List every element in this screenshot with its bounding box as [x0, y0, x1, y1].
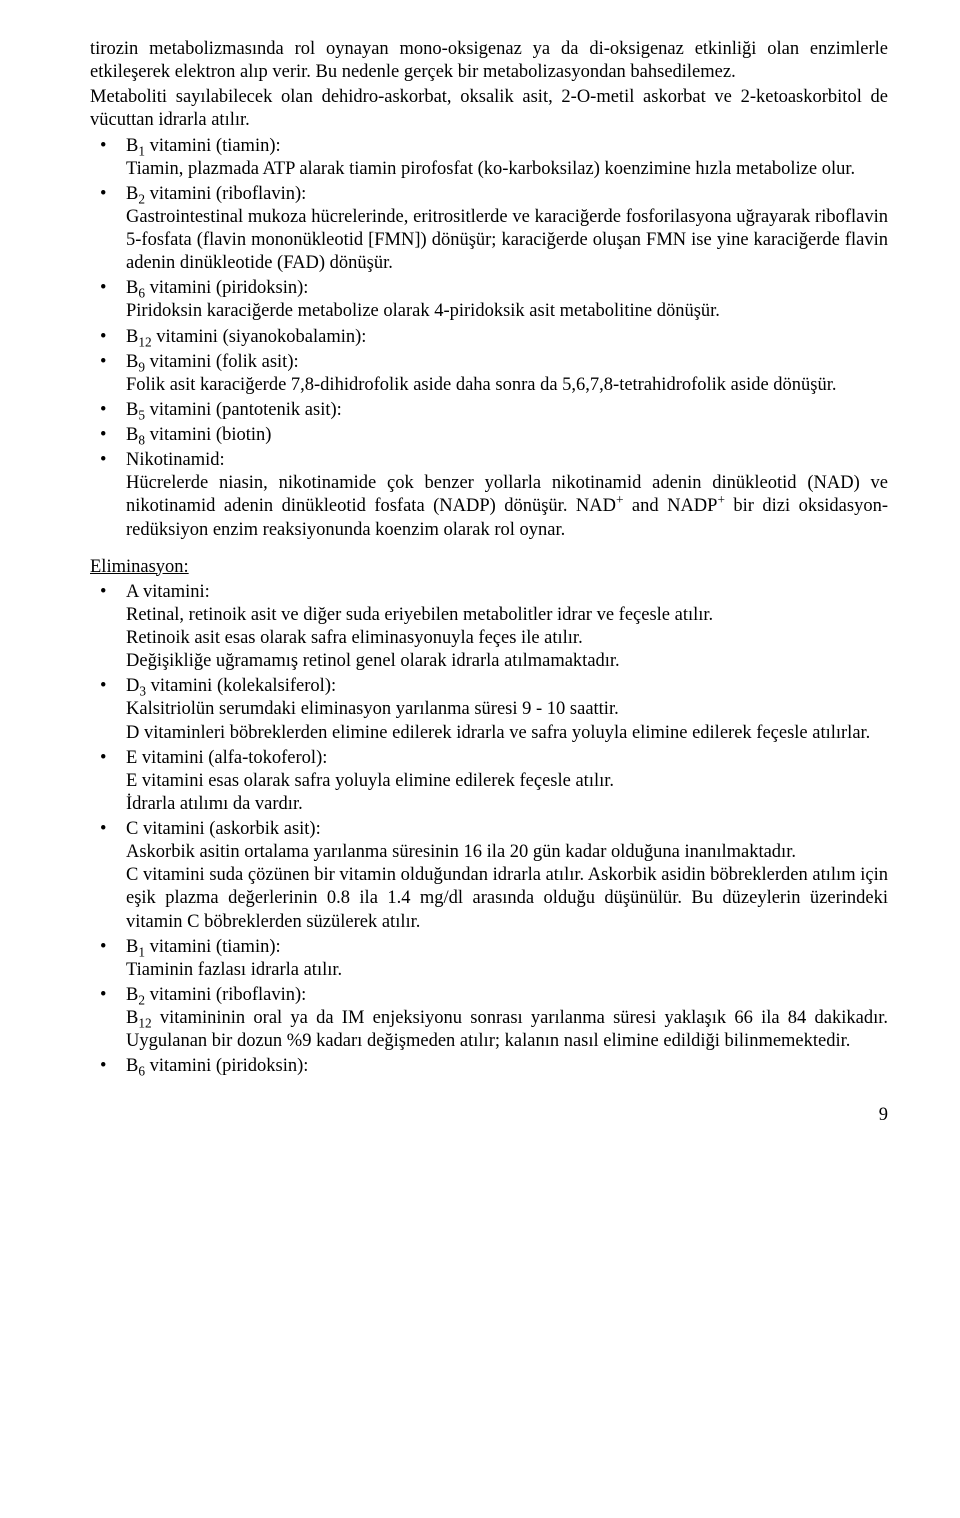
metabolism-item-body: Hücrelerde niasin, nikotinamide çok benz… — [126, 473, 888, 539]
elimination-item-body: Retinal, retinoik asit ve diğer suda eri… — [126, 605, 713, 671]
elimination-list: A vitamini: Retinal, retinoik asit ve diğ… — [90, 581, 888, 1079]
elimination-item-title: B2 vitamini (riboflavin): — [126, 985, 306, 1005]
metabolism-item: B9 vitamini (folik asit): Folik asit kara… — [90, 351, 888, 397]
metabolism-item-body: Gastrointestinal mukoza hücrelerinde, er… — [126, 207, 888, 273]
elimination-item-title: D3 vitamini (kolekalsiferol): — [126, 676, 336, 696]
metabolism-item: B5 vitamini (pantotenik asit): — [90, 399, 888, 422]
elimination-item-title: A vitamini: — [126, 582, 210, 602]
elimination-item-body: Kalsitriolün serumdaki eliminasyon yarıl… — [126, 699, 870, 742]
metabolism-item: B8 vitamini (biotin) — [90, 424, 888, 447]
page-number: 9 — [90, 1104, 888, 1127]
elimination-item: B6 vitamini (piridoksin): — [90, 1055, 888, 1078]
elimination-item-title: E vitamini (alfa-tokoferol): — [126, 748, 327, 768]
elimination-item: D3 vitamini (kolekalsiferol): Kalsitriolü… — [90, 675, 888, 744]
elimination-item-body: E vitamini esas olarak safra yoluyla eli… — [126, 771, 614, 814]
elimination-item: B2 vitamini (riboflavin): B12 vitamininin… — [90, 984, 888, 1053]
metabolism-item: B1 vitamini (tiamin): Tiamin, plazmada AT… — [90, 135, 888, 181]
metabolism-item-body: Tiamin, plazmada ATP alarak tiamin pirof… — [126, 159, 855, 179]
metabolism-item-title: B1 vitamini (tiamin): — [126, 136, 281, 156]
metabolism-item: B2 vitamini (riboflavin): Gastrointestina… — [90, 183, 888, 276]
elimination-item-title: B1 vitamini (tiamin): — [126, 937, 281, 957]
metabolism-item-title: B5 vitamini (pantotenik asit): — [126, 400, 342, 420]
metabolism-item-title: B8 vitamini (biotin) — [126, 425, 271, 445]
metabolism-item-body: Piridoksin karaciğerde metabolize olarak… — [126, 301, 720, 321]
metabolism-item-body: Folik asit karaciğerde 7,8-dihidrofolik … — [126, 375, 837, 395]
elimination-item-body: Tiaminin fazlası idrarla atılır. — [126, 960, 342, 980]
intro-paragraph-2: Metaboliti sayılabilecek olan dehidro-as… — [90, 86, 888, 132]
metabolism-item-title: Nikotinamid: — [126, 450, 225, 470]
metabolism-item-title: B9 vitamini (folik asit): — [126, 352, 299, 372]
elimination-heading: Eliminasyon: — [90, 556, 888, 579]
document-page: tirozin metabolizmasında rol oynayan mon… — [0, 0, 960, 1168]
elimination-item-title: C vitamini (askorbik asit): — [126, 819, 321, 839]
elimination-item: E vitamini (alfa-tokoferol): E vitamini e… — [90, 747, 888, 816]
metabolism-item: Nikotinamid: Hücrelerde niasin, nikotinam… — [90, 449, 888, 542]
metabolism-item: B6 vitamini (piridoksin): Piridoksin kara… — [90, 277, 888, 323]
metabolism-list: B1 vitamini (tiamin): Tiamin, plazmada AT… — [90, 135, 888, 542]
elimination-item-body: B12 vitamininin oral ya da IM enjeksiyon… — [126, 1008, 888, 1051]
elimination-item: C vitamini (askorbik asit): Askorbik asit… — [90, 818, 888, 934]
elimination-item: A vitamini: Retinal, retinoik asit ve diğ… — [90, 581, 888, 674]
metabolism-item-title: B12 vitamini (siyanokobalamin): — [126, 327, 366, 347]
elimination-item-title: B6 vitamini (piridoksin): — [126, 1056, 308, 1076]
metabolism-item-title: B6 vitamini (piridoksin): — [126, 278, 308, 298]
intro-paragraph-1: tirozin metabolizmasında rol oynayan mon… — [90, 38, 888, 84]
metabolism-item: B12 vitamini (siyanokobalamin): — [90, 326, 888, 349]
elimination-item-body: Askorbik asitin ortalama yarılanma süres… — [126, 842, 888, 931]
elimination-item: B1 vitamini (tiamin): Tiaminin fazlası id… — [90, 936, 888, 982]
metabolism-item-title: B2 vitamini (riboflavin): — [126, 184, 306, 204]
